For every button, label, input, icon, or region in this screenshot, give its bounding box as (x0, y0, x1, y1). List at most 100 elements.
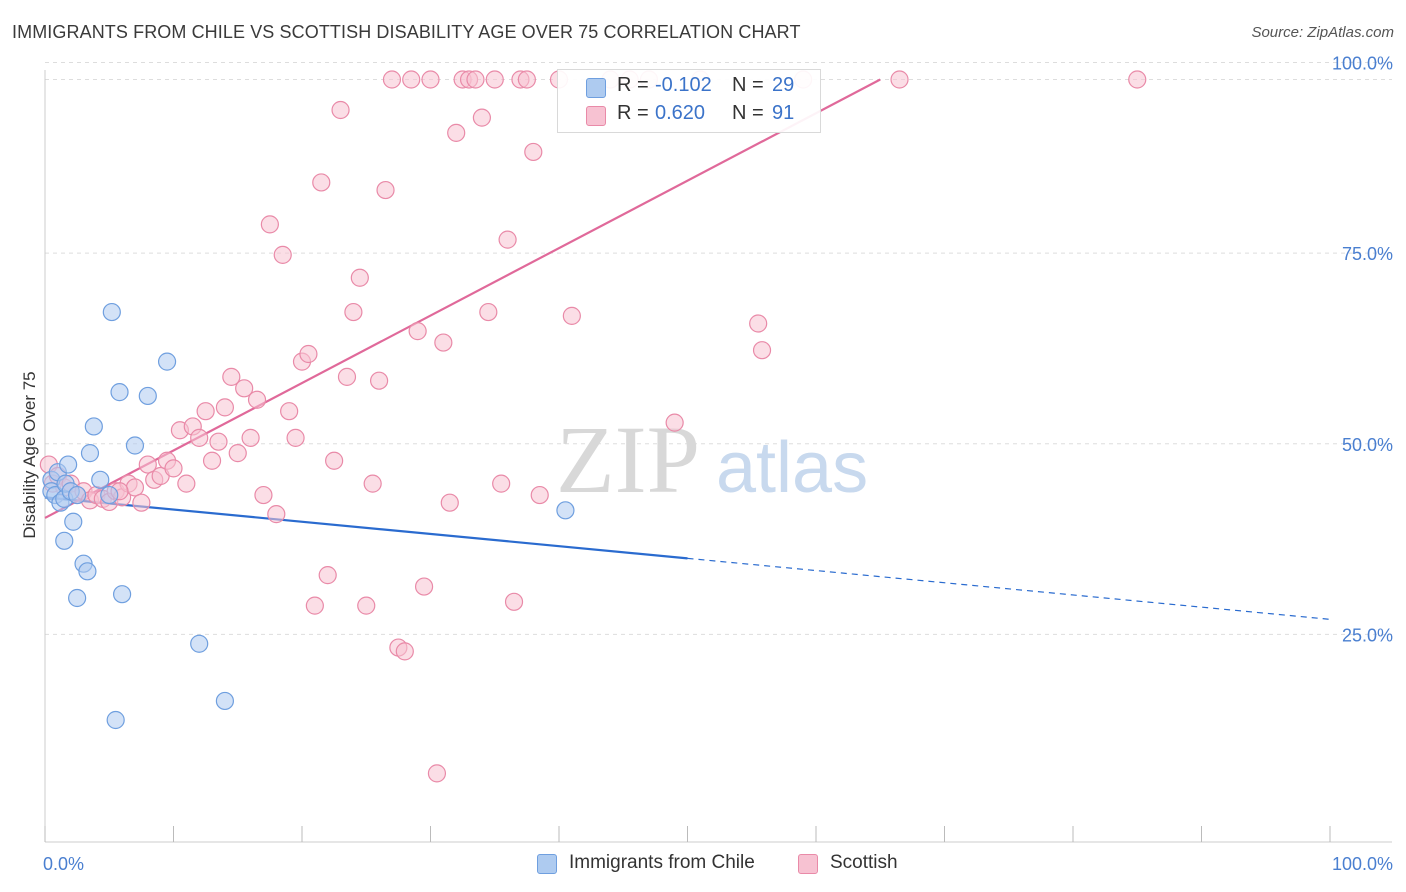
point-scottish (414, 577, 434, 596)
point-immigrants-from-chile (112, 585, 132, 604)
point-scottish (376, 180, 395, 200)
point-immigrants-from-chile (84, 417, 103, 436)
point-scottish (325, 451, 344, 470)
trend-line-immigrants-from-chile (44, 496, 688, 560)
y-tick-label: 25.0% (1342, 625, 1393, 645)
point-scottish (427, 764, 447, 783)
y-tick-label: 75.0% (1342, 244, 1393, 264)
point-scottish (125, 478, 145, 497)
y-tick-label: 100.0% (1332, 54, 1393, 74)
point-scottish (196, 402, 215, 421)
point-scottish (890, 70, 909, 89)
point-scottish (447, 123, 466, 142)
point-scottish (273, 245, 292, 264)
point-scottish (562, 306, 581, 325)
point-immigrants-from-chile (556, 501, 575, 520)
point-scottish (337, 367, 357, 386)
bottom-legend-swatch-scottish (798, 854, 818, 874)
point-immigrants-from-chile (78, 562, 97, 581)
trend-line-extension-immigrants-from-chile (687, 557, 1331, 620)
point-immigrants-from-chile (55, 531, 74, 550)
x-tick-label: 100.0% (1332, 854, 1393, 874)
point-scottish (235, 379, 254, 398)
watermark-atlas: atlas (716, 428, 868, 508)
point-immigrants-from-chile (91, 470, 110, 489)
legend-r-label: R = (617, 102, 649, 124)
point-scottish (331, 100, 350, 120)
legend-swatch-scottish (586, 106, 606, 126)
bottom-legend-label-chile: Immigrants from Chile (569, 852, 755, 873)
point-immigrants-from-chile (215, 691, 234, 711)
y-tick-label: 50.0% (1342, 435, 1393, 455)
point-scottish (286, 428, 305, 447)
point-immigrants-from-chile (80, 444, 100, 463)
point-scottish (350, 268, 369, 287)
point-scottish (209, 432, 228, 451)
point-scottish (363, 474, 382, 493)
legend-n-label: N = (732, 102, 764, 124)
point-scottish (241, 428, 260, 447)
point-scottish (267, 505, 286, 524)
y-axis-label: Disability Age Over 75 (20, 371, 39, 538)
point-scottish (504, 592, 524, 611)
point-scottish (344, 302, 363, 322)
point-immigrants-from-chile (157, 352, 177, 371)
point-scottish (749, 314, 768, 333)
point-scottish (440, 493, 459, 512)
legend-row-scottish: R = 0.620 N = 91 (558, 101, 820, 129)
point-scottish (466, 70, 485, 89)
chart-title: IMMIGRANTS FROM CHILE VS SCOTTISH DISABI… (12, 22, 801, 42)
point-scottish (190, 428, 209, 447)
legend: R = -0.102 N = 29 R = 0.620 N = 91 (557, 69, 821, 133)
point-scottish (280, 402, 299, 421)
point-scottish (530, 485, 549, 505)
x-tick-label: 0.0% (43, 854, 84, 874)
point-scottish (479, 302, 498, 322)
point-scottish (1128, 70, 1147, 89)
point-scottish (524, 142, 543, 162)
bottom-legend-swatch-chile (537, 854, 557, 874)
point-scottish (202, 451, 222, 470)
legend-swatch-chile (586, 78, 606, 98)
legend-r-label: R = (617, 74, 649, 96)
point-scottish (299, 344, 318, 364)
point-immigrants-from-chile (64, 512, 83, 531)
point-immigrants-from-chile (100, 485, 119, 505)
point-scottish (312, 173, 331, 192)
tick-labels: 25.0% 50.0% 75.0% 100.0% 0.0% 100.0% (43, 54, 1393, 875)
point-immigrants-from-chile (106, 710, 125, 730)
point-scottish (357, 596, 376, 615)
point-scottish (492, 474, 511, 493)
legend-row-chile: R = -0.102 N = 29 (558, 73, 820, 101)
point-scottish (665, 413, 684, 432)
grid-lines (45, 62, 1392, 635)
point-scottish (395, 642, 414, 661)
legend-n-label: N = (732, 74, 764, 96)
bottom-legend-label-scottish: Scottish (830, 852, 898, 873)
point-immigrants-from-chile (125, 436, 145, 455)
legend-n-value: 29 (772, 74, 795, 96)
point-scottish (485, 70, 504, 89)
trend-line-scottish (44, 78, 881, 519)
point-scottish (260, 215, 279, 234)
point-immigrants-from-chile (68, 588, 87, 608)
point-scottish (402, 70, 421, 89)
point-scottish (408, 322, 427, 341)
point-immigrants-from-chile (138, 386, 157, 406)
point-scottish (305, 596, 324, 615)
point-immigrants-from-chile (59, 455, 78, 474)
point-scottish (752, 341, 772, 360)
point-scottish (138, 455, 157, 474)
legend-r-value: 0.620 (655, 102, 706, 124)
point-scottish (472, 108, 491, 127)
point-immigrants-from-chile (190, 634, 209, 653)
point-scottish (132, 493, 151, 512)
point-scottish (318, 566, 337, 585)
source-label: Source: ZipAtlas.com (1251, 24, 1394, 41)
point-scottish (421, 70, 440, 89)
legend-n-value: 91 (772, 102, 795, 124)
trend-lines (44, 78, 1331, 620)
point-scottish (247, 390, 267, 409)
axes (44, 70, 1392, 843)
